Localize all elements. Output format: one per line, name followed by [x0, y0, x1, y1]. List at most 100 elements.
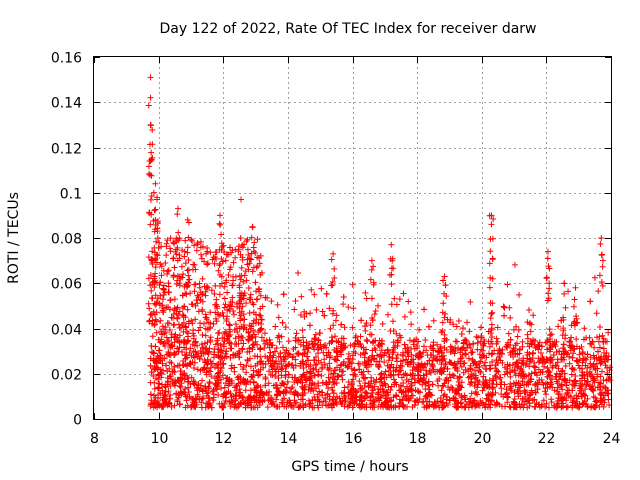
data-point [221, 295, 228, 302]
data-point [151, 385, 158, 392]
data-point [152, 343, 159, 350]
data-point [275, 375, 282, 382]
data-point [495, 368, 502, 375]
data-point [250, 327, 257, 334]
data-point [444, 365, 451, 372]
data-point [311, 372, 318, 379]
data-point [542, 388, 549, 395]
data-point [325, 385, 332, 392]
data-point [569, 365, 576, 372]
data-point [155, 384, 162, 391]
data-point [560, 341, 567, 348]
data-point [160, 285, 167, 292]
data-point [247, 399, 254, 406]
data-point [273, 368, 280, 375]
data-point [467, 299, 474, 306]
data-point [583, 334, 590, 341]
data-point [590, 387, 597, 394]
data-point [227, 390, 234, 397]
x-tick-label: 14 [280, 431, 298, 447]
data-point [398, 400, 405, 407]
data-point [566, 377, 573, 384]
data-point [230, 311, 237, 318]
data-point [307, 361, 314, 368]
data-point [162, 260, 169, 266]
data-point [368, 266, 375, 273]
data-point [352, 334, 359, 341]
data-point [480, 342, 487, 349]
data-point [388, 371, 395, 378]
data-point [257, 353, 264, 360]
data-point [538, 350, 545, 357]
data-point [549, 356, 556, 363]
data-point [317, 341, 324, 348]
data-point [184, 244, 191, 251]
data-point [489, 350, 496, 357]
data-point [158, 328, 165, 335]
data-point [367, 276, 374, 283]
data-point [319, 308, 326, 315]
y-tick-label: 0.02 [51, 368, 82, 384]
data-point [303, 342, 310, 349]
data-point [504, 370, 511, 377]
data-point [180, 271, 187, 278]
data-point [377, 394, 384, 401]
data-point [184, 333, 191, 340]
data-point [216, 246, 223, 253]
data-point [507, 369, 514, 376]
data-point [489, 391, 496, 398]
data-point [390, 376, 397, 383]
data-point [204, 365, 211, 372]
data-point [601, 358, 608, 365]
data-point [358, 317, 365, 324]
data-point [588, 370, 595, 377]
data-point [429, 345, 436, 352]
data-point [310, 366, 317, 373]
data-point [198, 399, 205, 406]
data-point [485, 392, 492, 399]
data-point [415, 388, 422, 395]
data-point [486, 284, 493, 291]
data-point [149, 256, 156, 263]
data-point [440, 300, 447, 307]
data-point [189, 330, 196, 337]
data-point [472, 362, 479, 369]
data-point [275, 388, 282, 395]
data-point [307, 310, 314, 317]
data-point [179, 371, 186, 378]
data-point [331, 265, 338, 272]
data-point [421, 306, 428, 313]
data-point [356, 378, 363, 385]
data-point [357, 333, 364, 340]
x-tick-label: 18 [409, 431, 427, 447]
data-point [349, 324, 356, 331]
data-point [474, 391, 481, 398]
data-point [161, 355, 168, 362]
data-point [405, 387, 412, 394]
data-point [340, 368, 347, 375]
data-point [568, 334, 575, 341]
data-point [178, 380, 185, 387]
data-point [531, 396, 538, 403]
data-point [541, 360, 548, 367]
data-point [586, 383, 593, 390]
data-point [266, 368, 273, 375]
data-point [439, 356, 446, 363]
data-point [548, 376, 555, 383]
data-point [279, 319, 286, 326]
data-point [191, 354, 198, 361]
data-point [203, 345, 210, 352]
data-point [152, 292, 159, 299]
data-point [440, 277, 447, 284]
data-point [373, 395, 380, 402]
data-point [212, 282, 219, 289]
data-point [524, 319, 531, 326]
data-point [152, 206, 159, 213]
data-point [198, 395, 205, 402]
data-point [237, 312, 244, 319]
data-point [596, 344, 603, 351]
data-point [191, 261, 198, 268]
data-point [167, 391, 174, 398]
data-point [558, 356, 565, 363]
data-point [165, 288, 172, 295]
